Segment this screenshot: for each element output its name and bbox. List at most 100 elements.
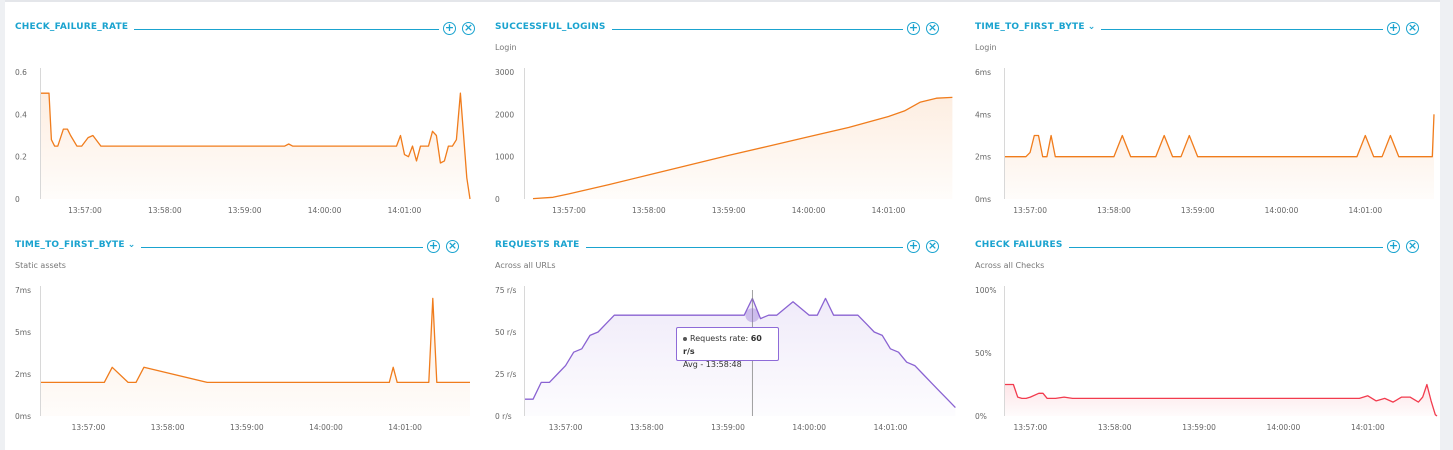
- add-chart-button[interactable]: +: [907, 239, 920, 253]
- x-tick-label: 13:57:00: [1013, 206, 1047, 215]
- chart-panel: TIME_TO_FIRST_BYTE ⌄ + × Static assets 0ms 2ms…: [15, 240, 470, 440]
- x-tick-label: 13:59:00: [228, 206, 262, 215]
- remove-chart-button[interactable]: ×: [1406, 239, 1419, 253]
- chart-tooltip: Requests rate: 60 r/s Avg - 13:58:48: [676, 327, 779, 369]
- panel-title-text: CHECK_FAILURE_RATE: [15, 22, 129, 32]
- chart-panel: CHECK_FAILURE_RATE + × 0 0.2 0.4 0.6 13:57:00 13…: [15, 21, 475, 222]
- series-line: [1005, 114, 1435, 158]
- add-chart-button[interactable]: +: [1387, 21, 1400, 35]
- tooltip-time: Avg - 13:58:48: [683, 360, 742, 369]
- series-line: [525, 297, 956, 409]
- x-tick-label: 13:59:00: [712, 206, 746, 215]
- y-tick-label: 0ms: [975, 195, 991, 204]
- remove-chart-button[interactable]: ×: [446, 239, 459, 253]
- panel-title-rule: [134, 29, 439, 30]
- y-tick-label: 4ms: [975, 110, 991, 119]
- x-tick-label: 14:00:00: [1267, 423, 1301, 432]
- y-tick-label: 5ms: [15, 328, 31, 337]
- panel-title: SUCCESSFUL_LOGINS: [495, 22, 606, 32]
- x-tick-label: 13:59:00: [230, 423, 264, 432]
- remove-chart-button[interactable]: ×: [926, 239, 939, 253]
- scrollbar-track[interactable]: [1440, 0, 1453, 450]
- x-tick-label: 14:01:00: [1351, 423, 1385, 432]
- chart-panel: SUCCESSFUL_LOGINS + × Login 0 1000 2000 3000 13:…: [495, 21, 953, 222]
- add-chart-button[interactable]: +: [1387, 239, 1400, 253]
- x-tick-label: 14:01:00: [874, 423, 908, 432]
- add-chart-button[interactable]: +: [443, 21, 456, 35]
- y-tick-label: 0: [15, 195, 20, 204]
- panel-title[interactable]: TIME_TO_FIRST_BYTE ⌄: [15, 240, 135, 250]
- tooltip-series: Requests rate:: [690, 334, 749, 343]
- y-tick-label: 50%: [975, 349, 992, 358]
- chart-svg[interactable]: 0ms 2ms 5ms 7ms 13:57:00 13:58:00 13:59:00 14:0…: [15, 240, 470, 440]
- series-area: [41, 298, 470, 416]
- series-dot-icon: [683, 336, 687, 341]
- chart-svg[interactable]: 0ms 2ms 4ms 6ms 13:57:00 13:58:00 13:59:00 14:0…: [975, 22, 1435, 222]
- x-tick-label: 13:59:00: [1182, 423, 1216, 432]
- y-tick-label: 50 r/s: [495, 328, 517, 337]
- y-tick-label: 100%: [975, 286, 996, 295]
- add-chart-button[interactable]: +: [907, 21, 920, 35]
- y-tick-label: 0.6: [15, 68, 27, 77]
- remove-chart-button[interactable]: ×: [462, 21, 475, 35]
- remove-chart-button[interactable]: ×: [926, 21, 939, 35]
- panel-title-text: TIME_TO_FIRST_BYTE: [975, 22, 1085, 32]
- x-tick-label: 13:59:00: [1181, 206, 1215, 215]
- chevron-down-icon[interactable]: ⌄: [127, 240, 136, 250]
- series-area: [1005, 384, 1437, 416]
- panel-subtitle: Static assets: [15, 261, 66, 270]
- series-area: [1005, 114, 1434, 199]
- panel-title[interactable]: TIME_TO_FIRST_BYTE ⌄: [975, 22, 1095, 32]
- series-area: [533, 97, 953, 199]
- y-tick-label: 1000: [495, 153, 514, 162]
- chevron-down-icon[interactable]: ⌄: [1087, 22, 1096, 32]
- chart-svg[interactable]: 0% 50% 100% 13:57:00 13:58:00 13:59:00 14:00:0…: [975, 240, 1438, 440]
- x-tick-label: 13:57:00: [68, 206, 102, 215]
- panel-title: REQUESTS RATE: [495, 240, 580, 250]
- series-line: [41, 297, 470, 384]
- add-chart-button[interactable]: +: [427, 239, 440, 253]
- hover-point-marker: [745, 308, 760, 323]
- x-tick-label: 14:00:00: [792, 423, 826, 432]
- panel-subtitle: Across all Checks: [975, 261, 1045, 270]
- panel-title: CHECK_FAILURE_RATE: [15, 22, 128, 32]
- panel-title-rule: [1101, 29, 1383, 30]
- x-tick-label: 14:00:00: [308, 206, 342, 215]
- x-tick-label: 13:58:00: [630, 423, 664, 432]
- chart-panel: CHECK FAILURES + × Across all Checks 0% 50% 10…: [975, 239, 1438, 440]
- y-tick-label: 0.2: [15, 153, 27, 162]
- y-tick-label: 0 r/s: [495, 412, 512, 421]
- x-tick-label: 14:01:00: [388, 206, 422, 215]
- x-tick-label: 14:01:00: [1348, 206, 1382, 215]
- chart-svg[interactable]: 0 0.2 0.4 0.6 13:57:00 13:58:00 13:59:00 14:00:…: [15, 22, 471, 222]
- panel-title: CHECK FAILURES: [975, 240, 1063, 250]
- x-tick-label: 13:58:00: [1097, 206, 1131, 215]
- panel-title-rule: [611, 29, 903, 30]
- y-tick-label: 2ms: [15, 370, 31, 379]
- panel-subtitle: Across all URLs: [495, 261, 556, 270]
- left-gutter: [0, 0, 5, 450]
- x-tick-label: 13:58:00: [632, 206, 666, 215]
- panel-title-text: REQUESTS RATE: [495, 240, 580, 250]
- y-tick-label: 2ms: [975, 153, 991, 162]
- top-divider: [5, 0, 1440, 2]
- y-tick-label: 0.4: [15, 110, 27, 119]
- y-tick-label: 0ms: [15, 412, 31, 421]
- series-line: [41, 92, 471, 200]
- y-tick-label: 25 r/s: [495, 370, 517, 379]
- y-tick-label: 2000: [495, 110, 514, 119]
- x-tick-label: 13:57:00: [549, 423, 583, 432]
- x-tick-label: 13:57:00: [1013, 423, 1047, 432]
- panel-title-text: CHECK FAILURES: [975, 240, 1063, 250]
- remove-chart-button[interactable]: ×: [1406, 21, 1419, 35]
- x-tick-label: 13:58:00: [151, 423, 185, 432]
- chart-svg[interactable]: 0 1000 2000 3000 13:57:00 13:58:00 13:59:00 14:…: [495, 22, 953, 222]
- panel-title-rule: [585, 247, 903, 248]
- y-tick-label: 6ms: [975, 68, 991, 77]
- y-tick-label: 7ms: [15, 286, 31, 295]
- x-tick-label: 14:01:00: [388, 423, 422, 432]
- x-tick-label: 13:59:00: [711, 423, 745, 432]
- y-tick-label: 0: [495, 195, 500, 204]
- x-tick-label: 13:58:00: [148, 206, 182, 215]
- x-tick-label: 14:01:00: [872, 206, 906, 215]
